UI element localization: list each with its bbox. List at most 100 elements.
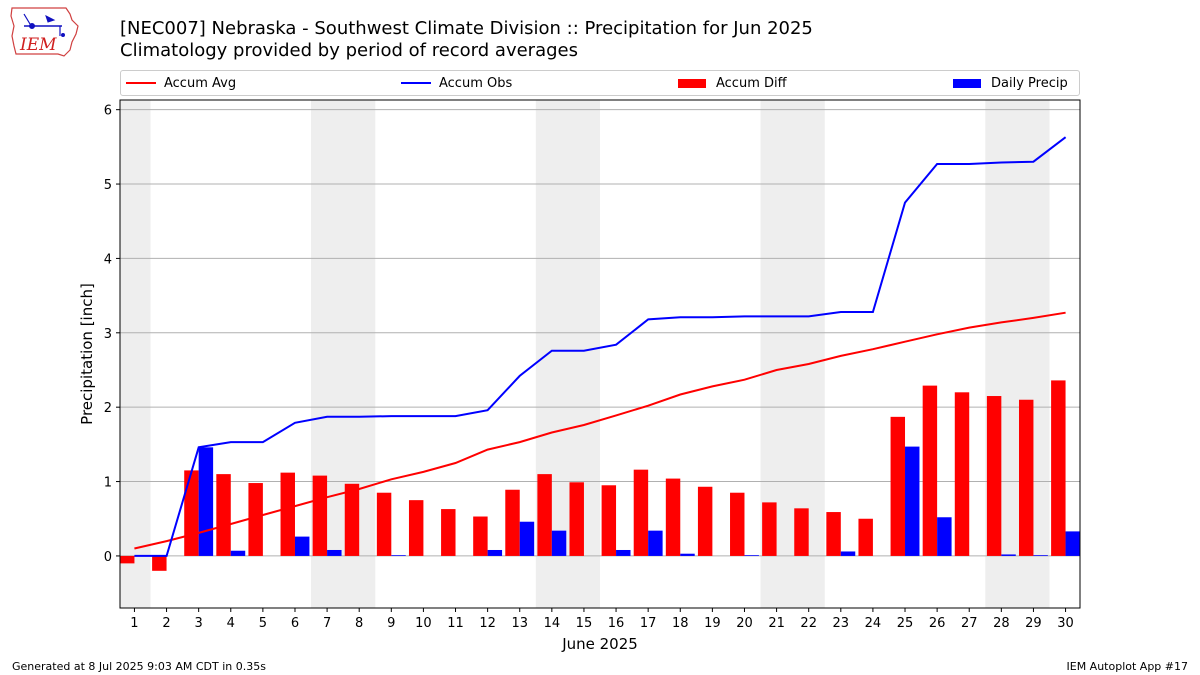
x-tick-label-11: 11	[447, 616, 464, 631]
daily-precip-bar-4	[230, 550, 246, 556]
weekend-band-0	[120, 100, 151, 608]
x-tick-label-18: 18	[672, 616, 689, 631]
daily-precip-bar-20	[744, 555, 759, 556]
title-line-1: [NEC007] Nebraska - Southwest Climate Di…	[120, 18, 813, 39]
legend-swatch-accum-diff	[678, 78, 706, 88]
daily-precip-bar-12	[487, 549, 503, 556]
chart-title: [NEC007] Nebraska - Southwest Climate Di…	[120, 18, 813, 62]
iem-logo: IEM	[10, 7, 79, 57]
x-tick-label-9: 9	[387, 616, 395, 631]
x-tick-label-15: 15	[576, 616, 593, 631]
y-tick-label-4: 4	[104, 252, 112, 267]
accum-diff-bar-13	[505, 489, 520, 556]
accum-diff-bar-16	[601, 485, 617, 556]
accum-diff-bar-23	[826, 512, 841, 556]
accum-diff-bar-27	[954, 392, 970, 556]
accum-diff-bar-11	[441, 509, 456, 556]
legend-item-accum-diff: Accum Diff	[678, 71, 787, 95]
daily-precip-bar-13	[519, 521, 535, 556]
footer-generated: Generated at 8 Jul 2025 9:03 AM CDT in 0…	[12, 660, 266, 673]
x-tick-label-14: 14	[544, 616, 561, 631]
bar-series	[120, 380, 1080, 571]
legend-swatch-accum-avg	[126, 82, 156, 84]
accum-diff-bar-5	[248, 483, 263, 556]
legend-label-accum-avg: Accum Avg	[164, 75, 237, 91]
x-tick-label-28: 28	[993, 616, 1010, 631]
x-tick-label-19: 19	[704, 616, 721, 631]
x-tick-label-5: 5	[259, 616, 267, 631]
daily-precip-bar-9	[391, 555, 406, 556]
legend-label-accum-obs: Accum Obs	[439, 75, 513, 91]
x-tick-label-10: 10	[415, 616, 432, 631]
accum-diff-bar-2	[152, 555, 167, 571]
x-tick-label-24: 24	[865, 616, 882, 631]
x-tick-label-16: 16	[608, 616, 625, 631]
accum-diff-bar-9	[376, 492, 392, 556]
accum-diff-bar-17	[633, 469, 649, 556]
accum-diff-bar-4	[216, 474, 231, 556]
legend-label-daily-precip: Daily Precip	[991, 75, 1068, 91]
y-tick-label-2: 2	[104, 401, 112, 416]
daily-precip-bar-16	[616, 549, 631, 556]
accum-diff-bar-24	[858, 518, 873, 556]
accum-diff-bar-20	[730, 492, 745, 556]
accum-diff-bar-26	[922, 385, 938, 556]
iowa-outline	[10, 7, 79, 57]
accum-diff-bar-29	[1018, 399, 1034, 556]
title-line-2: Climatology provided by period of record…	[120, 40, 578, 61]
daily-precip-bar-23	[840, 551, 856, 556]
x-tick-label-8: 8	[355, 616, 363, 631]
x-tick-label-25: 25	[897, 616, 914, 631]
legend-label-accum-diff: Accum Diff	[716, 75, 787, 91]
x-tick-label-13: 13	[511, 616, 528, 631]
accum-diff-bar-3	[184, 470, 199, 556]
x-axis-label: June 2025	[561, 635, 638, 653]
accum-diff-bar-1	[120, 555, 135, 564]
accum-diff-bar-28	[986, 396, 1002, 556]
daily-precip-bar-14	[551, 530, 567, 556]
accum-diff-bar-12	[473, 516, 488, 556]
x-tick-label-20: 20	[736, 616, 753, 631]
x-tick-label-3: 3	[195, 616, 203, 631]
legend-item-accum-avg: Accum Avg	[126, 71, 236, 95]
daily-precip-bar-17	[648, 530, 663, 556]
y-tick-label-6: 6	[104, 104, 112, 119]
daily-precip-bar-29	[1033, 555, 1048, 556]
daily-precip-bar-7	[327, 549, 342, 556]
x-tick-label-23: 23	[833, 616, 850, 631]
daily-precip-bar-28	[1001, 554, 1016, 556]
x-tick-label-4: 4	[227, 616, 235, 631]
x-tick-label-22: 22	[800, 616, 817, 631]
accum-diff-bar-25	[890, 416, 906, 556]
daily-precip-bar-30	[1065, 531, 1080, 556]
accum-diff-bar-22	[794, 508, 809, 556]
accum-diff-bar-30	[1051, 380, 1066, 556]
line-series	[134, 136, 1067, 557]
y-tick-label-0: 0	[104, 550, 112, 565]
legend-swatch-daily-precip	[953, 78, 981, 88]
accum-obs-line	[134, 136, 1067, 557]
accum-diff-bar-6	[280, 472, 295, 556]
accum-diff-bar-19	[697, 486, 713, 556]
accum-diff-bar-8	[344, 483, 360, 556]
x-tick-label-17: 17	[640, 616, 657, 631]
x-tick-label-1: 1	[130, 616, 138, 631]
y-axis-label: Precipitation [inch]	[78, 283, 96, 425]
logo-text: IEM	[19, 35, 57, 55]
x-tick-label-29: 29	[1025, 616, 1042, 631]
x-tick-label-26: 26	[929, 616, 946, 631]
legend-item-accum-obs: Accum Obs	[401, 71, 512, 95]
daily-precip-bar-25	[905, 446, 920, 556]
x-tick-label-2: 2	[162, 616, 170, 631]
accum-diff-bar-7	[312, 475, 328, 556]
x-tick-label-6: 6	[291, 616, 299, 631]
accum-avg-line	[134, 311, 1066, 550]
x-tick-label-7: 7	[323, 616, 331, 631]
daily-precip-bar-6	[294, 536, 310, 556]
x-tick-label-12: 12	[479, 616, 496, 631]
x-tick-label-21: 21	[768, 616, 785, 631]
accum-diff-bar-14	[537, 474, 552, 556]
y-tick-label-3: 3	[104, 327, 112, 342]
